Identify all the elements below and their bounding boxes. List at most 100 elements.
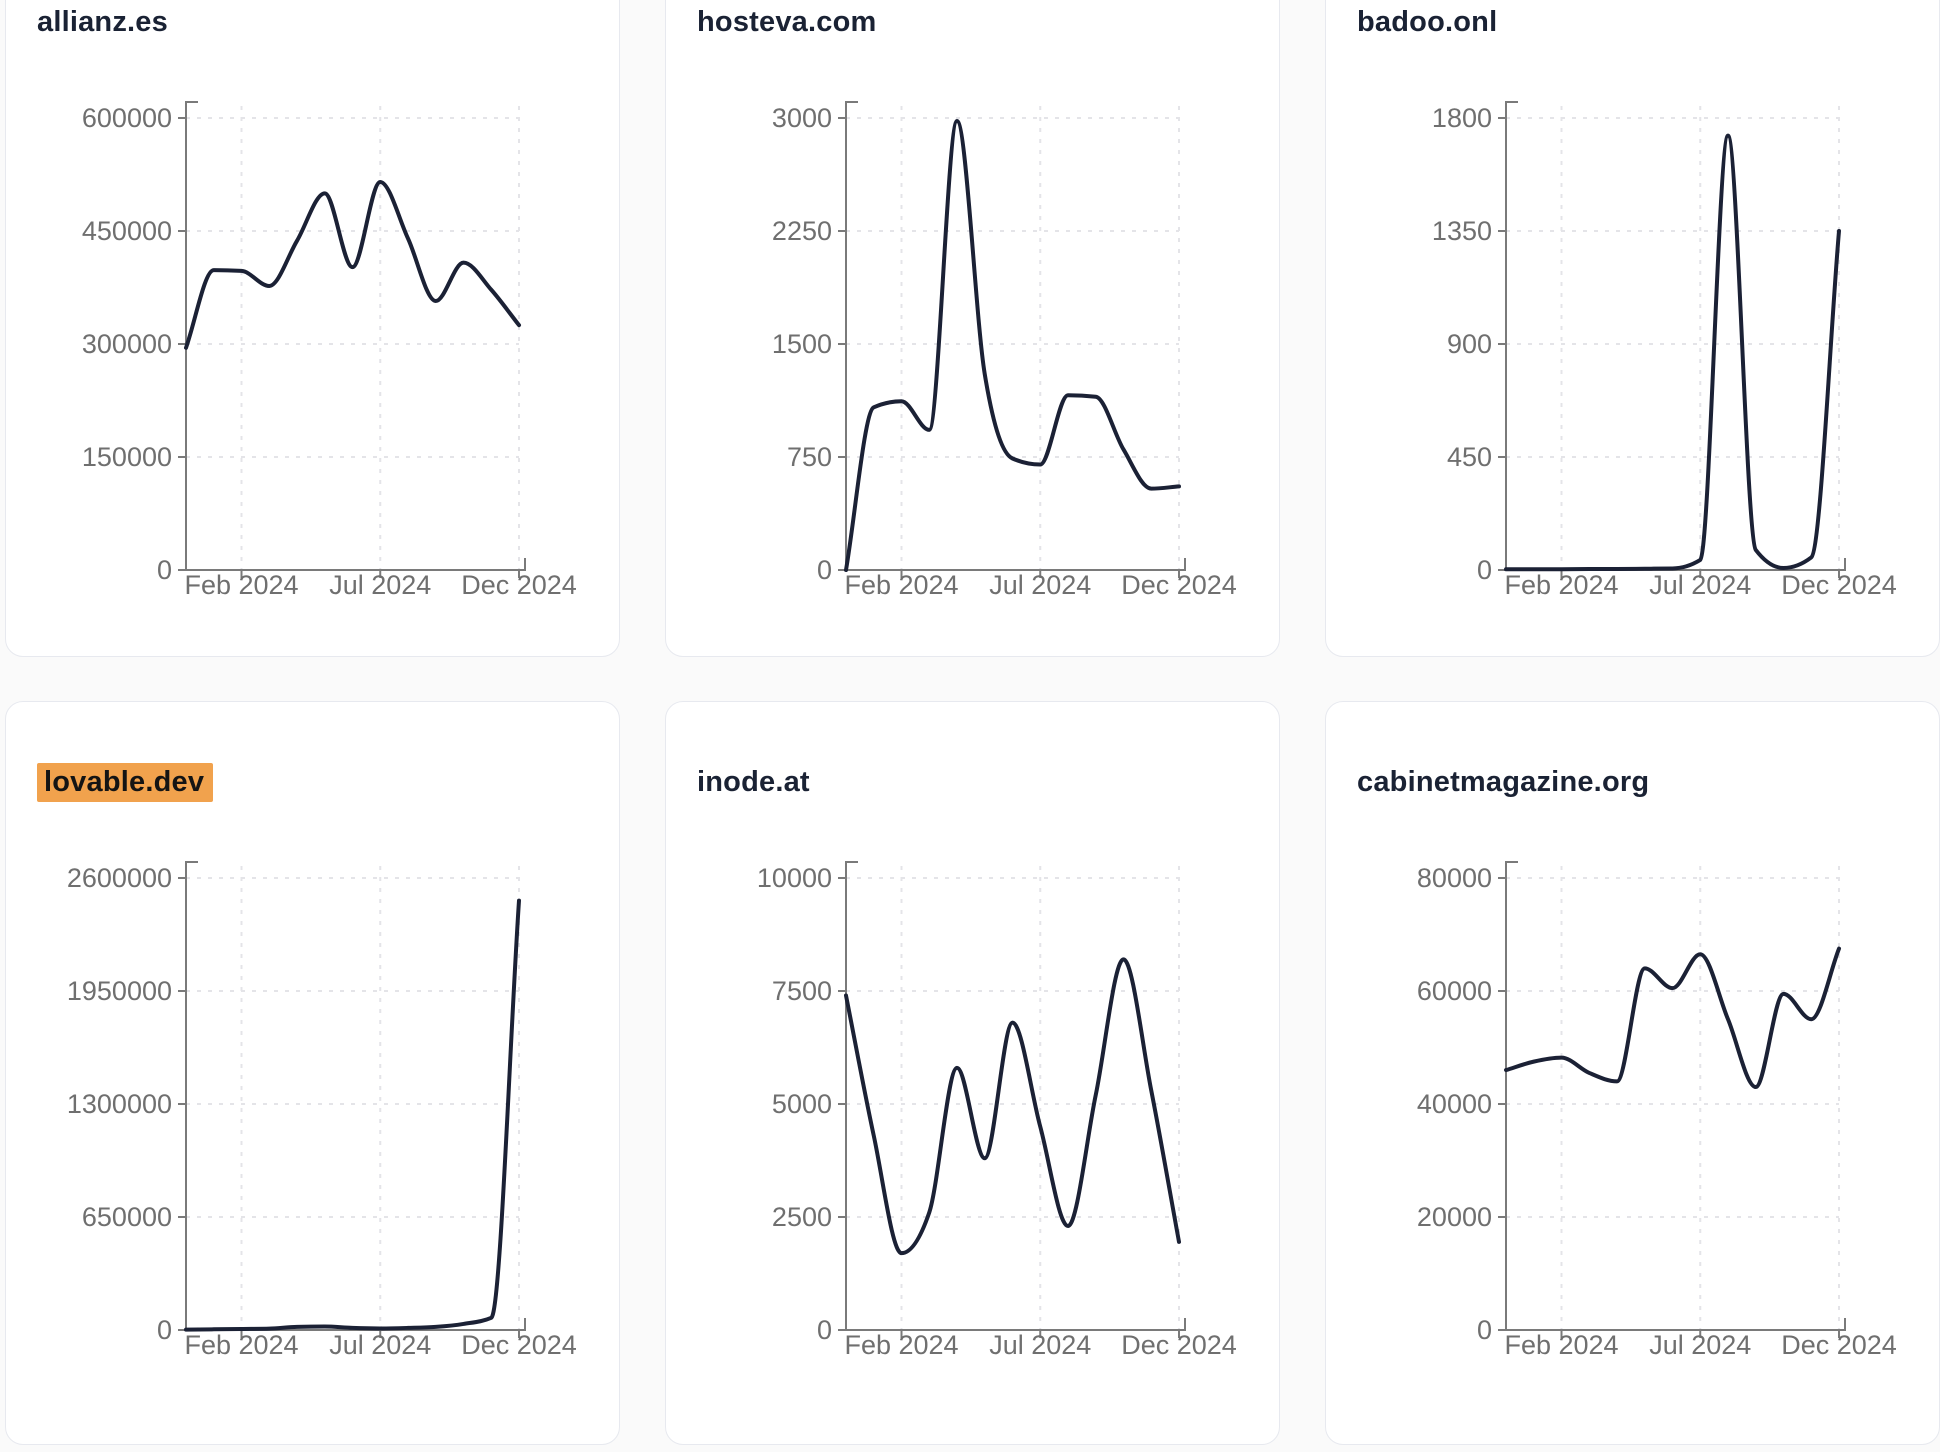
x-tick-label: Feb 2024	[184, 570, 298, 600]
y-tick-label: 300000	[82, 329, 172, 359]
y-tick-label: 450000	[82, 216, 172, 246]
domain-name-highlighted: lovable.dev	[37, 763, 214, 802]
x-tick-label: Jul 2024	[1649, 1330, 1751, 1360]
y-tick-label: 0	[157, 555, 172, 585]
domain-traffic-card: cabinetmagazine.org 0 20000 40000 60000 80000…	[1325, 701, 1940, 1445]
axes: 0 150000 300000 450000 600000 Feb 2024 Jul 202…	[82, 101, 577, 600]
y-tick-label: 7500	[772, 976, 832, 1006]
y-tick-label: 80000	[1417, 863, 1492, 893]
y-tick-label: 60000	[1417, 976, 1492, 1006]
x-axis-line	[186, 1318, 526, 1331]
domain-name: hosteva.com	[697, 6, 877, 38]
gridlines	[186, 106, 520, 570]
y-tick-label: 0	[817, 1315, 832, 1345]
x-axis-line	[186, 558, 526, 571]
traffic-line-chart: 0 450 900 1350 1800 Feb 2024 Jul 2024 Dec 2024	[1432, 101, 1897, 600]
axes: 0 20000 40000 60000 80000 Feb 2024 Jul 2024 Dec…	[1417, 861, 1897, 1360]
y-tick-label: 0	[157, 1315, 172, 1345]
y-tick-label: 20000	[1417, 1202, 1492, 1232]
x-tick-label: Jul 2024	[329, 570, 431, 600]
y-tick-label: 1950000	[67, 976, 172, 1006]
gridlines	[846, 106, 1180, 570]
x-tick-label: Feb 2024	[844, 1330, 958, 1360]
domain-traffic-card: allianz.es 0 150000 300000 450000 600000 Feb 2…	[5, 0, 620, 657]
y-axis-line	[1505, 861, 1518, 1330]
gridlines	[1506, 106, 1840, 570]
x-tick-label: Dec 2024	[1121, 1330, 1237, 1360]
y-tick-label: 40000	[1417, 1089, 1492, 1119]
traffic-line-chart: 0 150000 300000 450000 600000 Feb 2024 Jul 202…	[82, 101, 577, 600]
y-tick-label: 2500	[772, 1202, 832, 1232]
line-series	[844, 119, 1181, 572]
axes: 0 750 1500 2250 3000 Feb 2024 Jul 2024 Dec 2024	[772, 101, 1237, 600]
y-tick-label: 5000	[772, 1089, 832, 1119]
line-series	[1504, 133, 1841, 572]
y-axis-line	[185, 101, 198, 570]
y-tick-label: 750	[787, 442, 832, 472]
y-tick-label: 900	[1447, 329, 1492, 359]
x-tick-label: Jul 2024	[329, 1330, 431, 1360]
y-tick-label: 1500	[772, 329, 832, 359]
y-axis-line	[1505, 101, 1518, 570]
domain-traffic-card: hosteva.com 0 750 1500 2250 3000 Feb 2024 Jul 2…	[665, 0, 1280, 657]
domain-name: cabinetmagazine.org	[1357, 766, 1650, 798]
charts-grid: allianz.es 0 150000 300000 450000 600000 Feb 2…	[5, 0, 1940, 1445]
x-tick-label: Dec 2024	[1121, 570, 1237, 600]
x-axis-line	[1506, 1318, 1846, 1331]
card-title: lovable.dev	[37, 763, 619, 802]
domain-traffic-card: badoo.onl 0 450 900 1350 1800 Feb 2024 Jul 2024…	[1325, 0, 1940, 657]
line-series	[844, 957, 1181, 1256]
card-title: badoo.onl	[1357, 4, 1939, 40]
x-axis-line	[846, 1318, 1186, 1331]
y-tick-label: 2250	[772, 216, 832, 246]
domain-traffic-card: lovable.dev 0 650000 1300000 1950000 2600000 F…	[5, 701, 620, 1445]
x-tick-label: Jul 2024	[989, 1330, 1091, 1360]
x-tick-label: Dec 2024	[1781, 570, 1897, 600]
y-axis-line	[845, 861, 858, 1330]
y-tick-label: 150000	[82, 442, 172, 472]
y-axis-line	[185, 861, 198, 1330]
y-tick-label: 1300000	[67, 1089, 172, 1119]
y-tick-label: 600000	[82, 103, 172, 133]
y-tick-label: 10000	[757, 863, 832, 893]
x-tick-label: Feb 2024	[184, 1330, 298, 1360]
y-tick-label: 0	[1477, 555, 1492, 585]
line-series	[184, 898, 521, 1332]
card-title: hosteva.com	[697, 4, 1279, 40]
traffic-line-chart: 0 750 1500 2250 3000 Feb 2024 Jul 2024 Dec 2024	[772, 101, 1237, 600]
gridlines	[846, 866, 1180, 1330]
x-tick-label: Feb 2024	[1504, 1330, 1618, 1360]
axes: 0 650000 1300000 1950000 2600000 Feb 2024 Jul …	[67, 861, 577, 1360]
domain-traffic-card: inode.at 0 2500 5000 7500 10000 Feb 2024 Jul 20…	[665, 701, 1280, 1445]
card-title: inode.at	[697, 764, 1279, 800]
line-series	[184, 180, 521, 350]
x-tick-label: Jul 2024	[989, 570, 1091, 600]
y-tick-label: 650000	[82, 1202, 172, 1232]
axes: 0 2500 5000 7500 10000 Feb 2024 Jul 2024 Dec 20…	[757, 861, 1237, 1360]
y-axis-line	[845, 101, 858, 570]
domain-name: inode.at	[697, 766, 810, 798]
x-tick-label: Jul 2024	[1649, 570, 1751, 600]
y-tick-label: 450	[1447, 442, 1492, 472]
x-tick-label: Dec 2024	[1781, 1330, 1897, 1360]
x-axis-line	[846, 558, 1186, 571]
domain-name: badoo.onl	[1357, 6, 1498, 38]
gridlines	[186, 866, 520, 1330]
x-tick-label: Feb 2024	[1504, 570, 1618, 600]
y-tick-label: 1800	[1432, 103, 1492, 133]
traffic-line-chart: 0 20000 40000 60000 80000 Feb 2024 Jul 2024 Dec…	[1417, 861, 1897, 1360]
y-tick-label: 2600000	[67, 863, 172, 893]
y-tick-label: 1350	[1432, 216, 1492, 246]
domain-name: allianz.es	[37, 6, 168, 38]
x-tick-label: Dec 2024	[461, 570, 577, 600]
y-tick-label: 0	[817, 555, 832, 585]
y-tick-label: 0	[1477, 1315, 1492, 1345]
axes: 0 450 900 1350 1800 Feb 2024 Jul 2024 Dec 2024	[1432, 101, 1897, 600]
traffic-line-chart: 0 650000 1300000 1950000 2600000 Feb 2024 Jul …	[67, 861, 577, 1360]
x-tick-label: Feb 2024	[844, 570, 958, 600]
y-tick-label: 3000	[772, 103, 832, 133]
card-title: allianz.es	[37, 4, 619, 40]
traffic-line-chart: 0 2500 5000 7500 10000 Feb 2024 Jul 2024 Dec 20…	[757, 861, 1237, 1360]
card-title: cabinetmagazine.org	[1357, 764, 1939, 800]
gridlines	[1506, 866, 1840, 1330]
